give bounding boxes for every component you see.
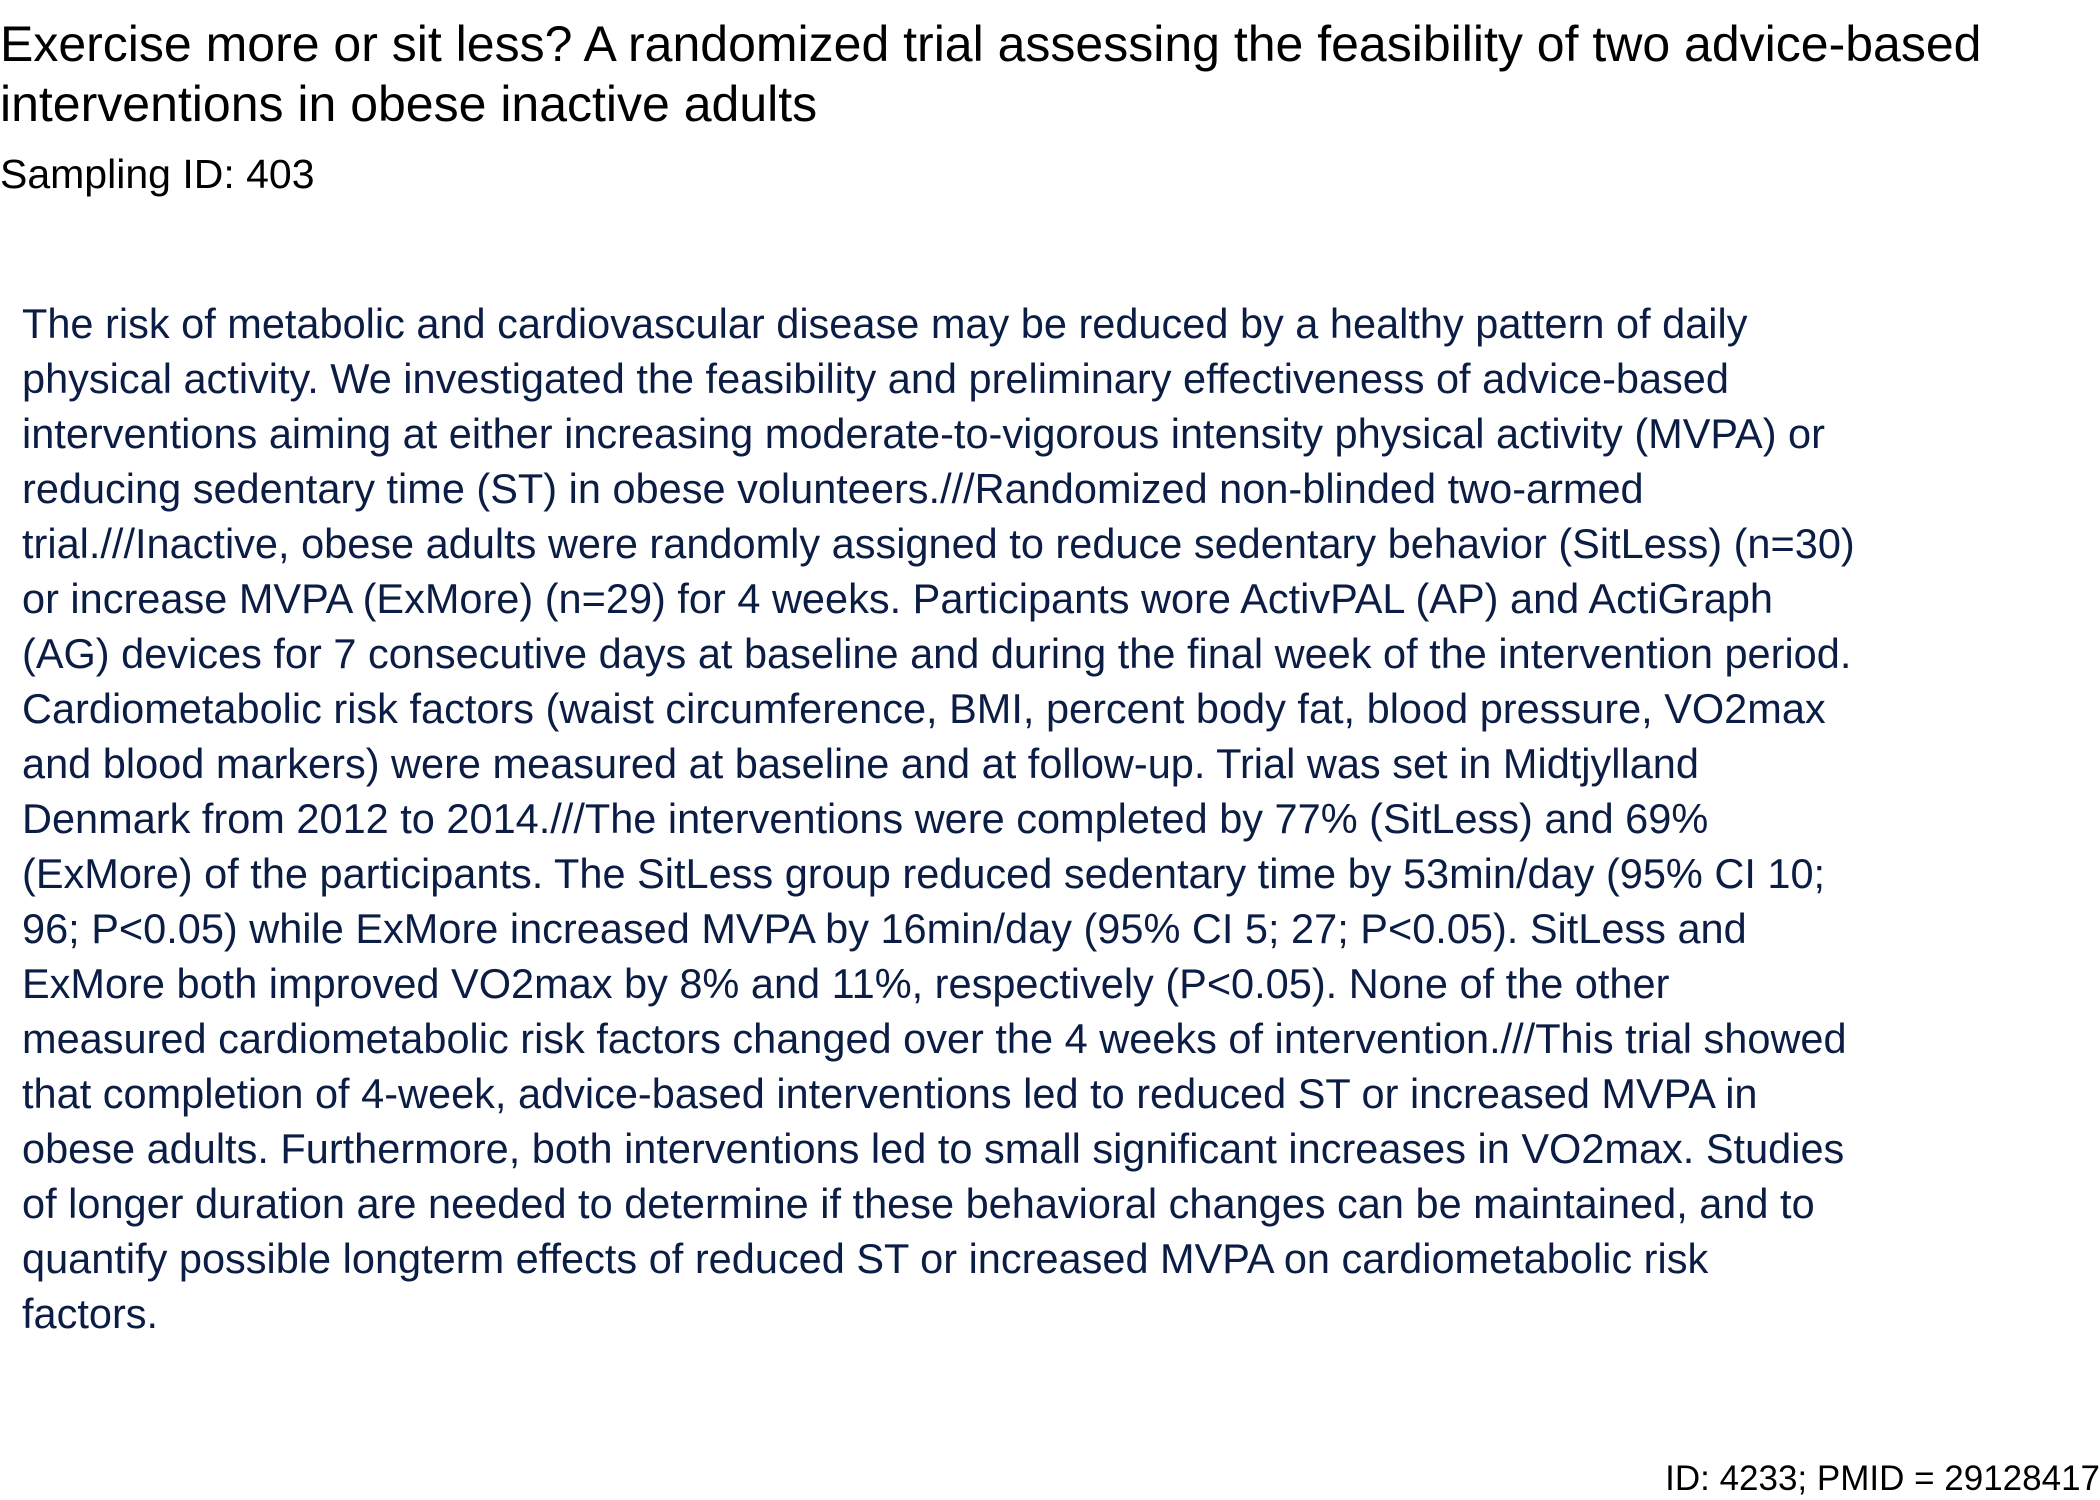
sampling-id: Sampling ID: 403 xyxy=(0,151,315,197)
document-title: Exercise more or sit less? A randomized … xyxy=(0,16,1982,132)
abstract-text: The risk of metabolic and cardiovascular… xyxy=(22,300,1855,1337)
record-id-footer: ID: 4233; PMID = 29128417 xyxy=(1665,1459,2100,1498)
